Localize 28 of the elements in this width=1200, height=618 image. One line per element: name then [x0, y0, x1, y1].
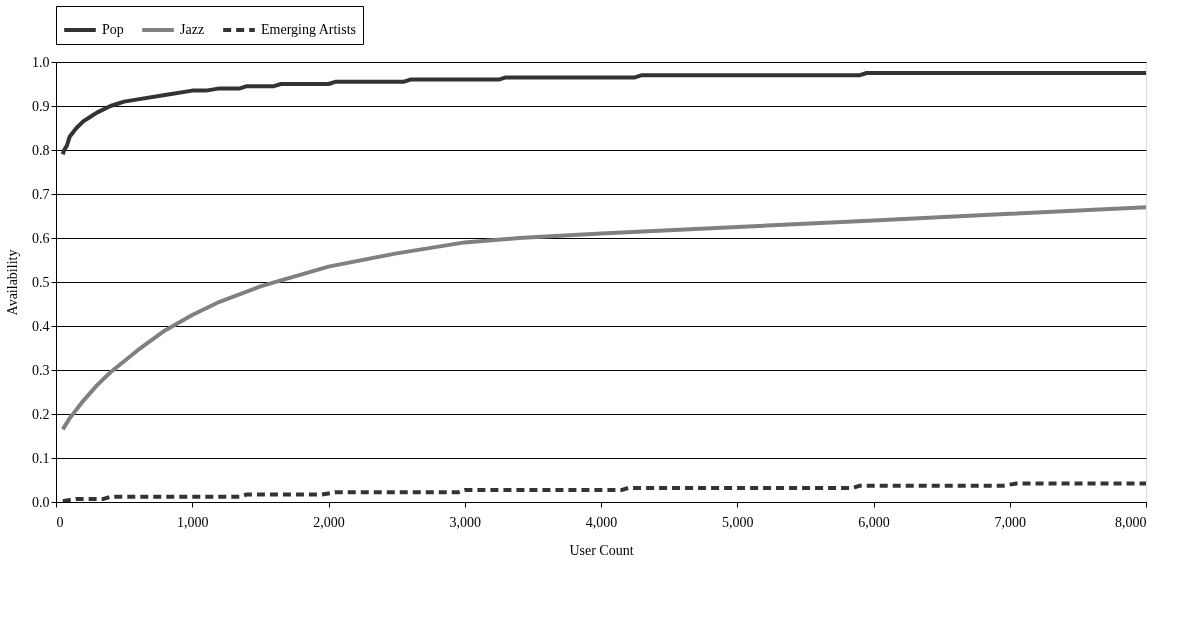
- y-tick-label: 0.6: [32, 230, 50, 246]
- y-tick-label: 1.0: [32, 54, 50, 70]
- y-tick-label: 0.7: [32, 186, 50, 202]
- legend-label: Pop: [102, 22, 124, 37]
- legend-label: Emerging Artists: [261, 22, 357, 37]
- line-series: [60, 71, 1146, 157]
- x-tick-label: 0: [56, 514, 64, 530]
- x-tick-label: 2,000: [313, 514, 345, 530]
- y-tick-label: 0.2: [32, 406, 50, 422]
- y-tick-label: 0.4: [32, 318, 50, 334]
- x-tick-label: 7,000: [994, 514, 1026, 530]
- legend-label: Jazz: [180, 22, 205, 37]
- x-tick-label: 3,000: [449, 514, 481, 530]
- y-tick-label: 0.9: [32, 98, 50, 114]
- y-tick-label: 0.3: [32, 362, 50, 378]
- x-tick-label: 8,000: [1115, 514, 1147, 530]
- y-tick-label: 0.5: [32, 274, 50, 290]
- line-series: [60, 205, 1146, 432]
- x-tick-label: 5,000: [722, 514, 754, 530]
- x-tick-label: 1,000: [177, 514, 209, 530]
- x-tick-label: 4,000: [585, 514, 618, 530]
- y-tick-label: 0.8: [32, 142, 50, 158]
- x-tick-label: 6,000: [858, 514, 890, 530]
- line-series: [60, 481, 1146, 502]
- y-tick-label: 0.1: [32, 450, 50, 466]
- x-axis-title: User Count: [569, 542, 634, 558]
- y-axis-title: Availability: [5, 249, 20, 316]
- y-tick-label: 0.0: [32, 494, 50, 510]
